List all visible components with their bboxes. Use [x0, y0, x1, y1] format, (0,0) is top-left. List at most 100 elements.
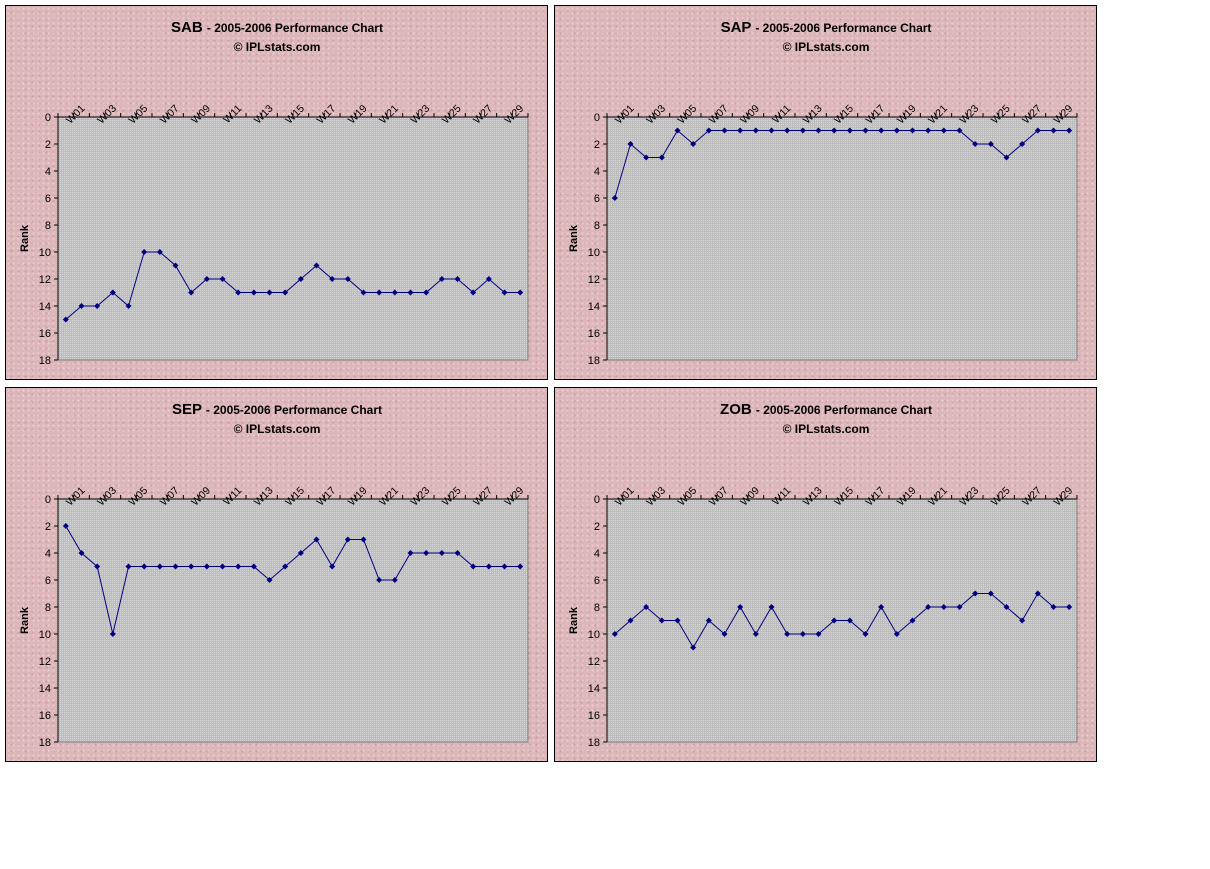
- data-point: [376, 289, 383, 296]
- data-point: [627, 617, 634, 624]
- data-point: [219, 563, 226, 570]
- y-tick-label: 12: [588, 274, 600, 286]
- data-point: [925, 127, 932, 134]
- data-point: [235, 289, 242, 296]
- data-point: [972, 590, 979, 597]
- data-point: [658, 617, 665, 624]
- data-point: [376, 577, 383, 583]
- title-suffix: - 2005-2006 Performance Chart: [206, 403, 382, 417]
- y-tick-label: 16: [588, 710, 600, 722]
- data-point: [705, 127, 712, 134]
- data-point: [1050, 127, 1057, 134]
- data-point: [517, 289, 524, 296]
- data-point: [156, 563, 163, 570]
- data-point: [799, 631, 806, 637]
- data-point: [721, 127, 728, 134]
- data-point: [752, 127, 759, 134]
- data-point: [784, 127, 791, 134]
- data-point: [282, 289, 289, 296]
- data-point: [454, 550, 461, 556]
- data-point: [721, 631, 728, 637]
- y-tick-label: 12: [588, 656, 600, 668]
- y-tick-label: 0: [594, 112, 600, 124]
- y-tick-label: 10: [39, 247, 51, 259]
- data-point: [737, 127, 744, 134]
- y-tick-label: 10: [588, 629, 600, 641]
- y-tick-label: 16: [39, 328, 51, 340]
- data-point: [78, 550, 85, 556]
- data-point: [407, 550, 414, 556]
- data-point: [329, 276, 336, 282]
- data-point: [705, 617, 712, 624]
- data-point: [627, 141, 634, 147]
- data-point: [768, 604, 775, 610]
- data-point: [956, 127, 963, 134]
- data-point: [188, 563, 195, 570]
- y-tick-label: 2: [45, 521, 51, 533]
- data-point: [611, 631, 618, 637]
- data-point: [893, 631, 900, 637]
- data-point: [109, 631, 116, 637]
- y-tick-label: 16: [588, 328, 600, 340]
- data-point: [235, 563, 242, 570]
- data-point: [329, 563, 336, 570]
- data-point: [266, 289, 273, 296]
- y-tick-label: 0: [594, 494, 600, 506]
- y-axis-label: Rank: [568, 224, 580, 252]
- y-tick-label: 4: [594, 166, 600, 178]
- data-point: [1019, 141, 1026, 147]
- data-point: [893, 127, 900, 134]
- data-point: [360, 536, 367, 543]
- data-point: [674, 617, 681, 624]
- chart-title: SEP - 2005-2006 Performance Chart: [172, 401, 382, 418]
- y-tick-label: 18: [39, 737, 51, 749]
- data-point: [846, 127, 853, 134]
- data-point: [878, 604, 885, 610]
- data-point: [658, 154, 665, 161]
- data-point: [470, 289, 477, 296]
- data-point: [752, 631, 759, 637]
- data-point: [141, 249, 148, 255]
- series-line: [614, 592, 1070, 649]
- data-point: [125, 303, 132, 309]
- data-point: [987, 141, 994, 147]
- team-code: SAP: [721, 19, 756, 36]
- data-point: [94, 303, 101, 309]
- data-point: [1003, 154, 1010, 161]
- data-point: [313, 262, 320, 269]
- chart-sap: SAP - 2005-2006 Performance Chart © IPLst…: [568, 19, 1078, 367]
- y-tick-label: 8: [594, 602, 600, 614]
- y-tick-label: 0: [45, 494, 51, 506]
- chart-panel-sep: SEP - 2005-2006 Performance Chart © IPLst…: [5, 387, 548, 762]
- data-point: [313, 536, 320, 543]
- data-point: [972, 141, 979, 147]
- data-point: [454, 276, 461, 282]
- data-point: [94, 563, 101, 570]
- data-point: [391, 577, 398, 583]
- data-point: [360, 289, 367, 296]
- y-tick-label: 4: [594, 548, 600, 560]
- data-point: [125, 563, 132, 570]
- chart-title: ZOB - 2005-2006 Performance Chart: [720, 401, 932, 418]
- data-point: [485, 276, 492, 282]
- y-tick-label: 18: [39, 355, 51, 367]
- data-point: [987, 590, 994, 597]
- y-axis-label: Rank: [568, 606, 580, 634]
- data-point: [203, 563, 210, 570]
- data-point: [391, 289, 398, 296]
- plot-area: [57, 498, 529, 743]
- data-point: [501, 563, 508, 570]
- chart-panel-sab: SAB - 2005-2006 Performance Chart © IPLst…: [5, 5, 548, 380]
- data-point: [297, 550, 304, 556]
- data-point: [203, 276, 210, 282]
- y-tick-label: 4: [45, 548, 51, 560]
- y-tick-label: 6: [594, 575, 600, 587]
- y-tick-label: 10: [588, 247, 600, 259]
- y-tick-label: 0: [45, 112, 51, 124]
- y-tick-label: 18: [588, 355, 600, 367]
- data-point: [1034, 590, 1041, 597]
- y-tick-label: 14: [588, 301, 600, 313]
- data-point: [344, 276, 351, 282]
- data-point: [250, 289, 257, 296]
- y-tick-label: 14: [39, 683, 51, 695]
